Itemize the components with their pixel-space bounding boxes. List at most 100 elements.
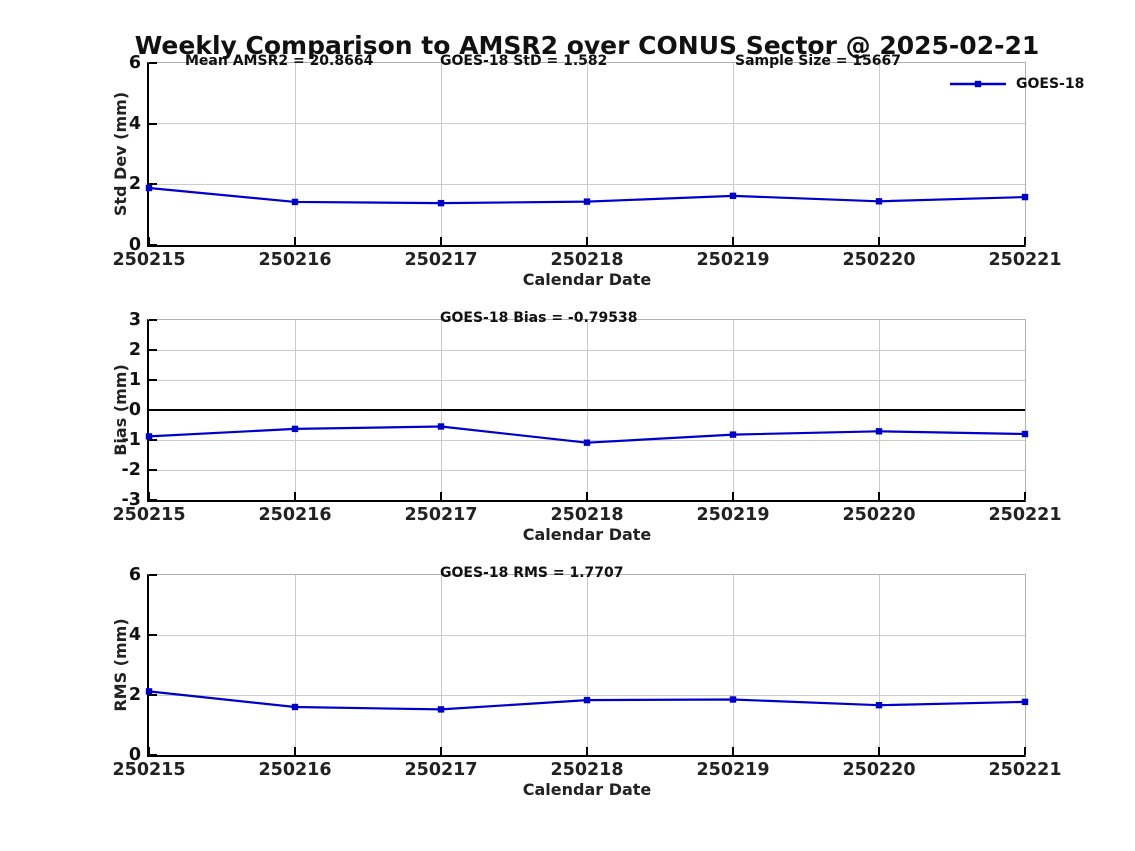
x-axis-tick: [732, 237, 734, 245]
y-axis-tick: [149, 409, 157, 411]
gridline-vertical: [440, 63, 442, 245]
rms-x-axis-label: Calendar Date: [522, 780, 652, 799]
stddev-x-axis-label: Calendar Date: [522, 270, 652, 289]
y-axis-tick: [149, 754, 157, 756]
x-tick-label: 250215: [112, 760, 186, 780]
x-axis-tick: [440, 492, 442, 500]
stat-annotation: GOES-18 RMS = 1.7707: [440, 565, 624, 581]
y-tick-label: 6: [128, 53, 141, 73]
data-point-marker: [437, 423, 445, 430]
y-axis-tick: [149, 379, 157, 381]
data-point-marker: [437, 706, 445, 713]
stddev-plot-area: GOES-18 0 2 4 6 250215 250216 250217 250218 2502…: [112, 53, 1084, 270]
y-axis-tick: [149, 499, 157, 501]
stddev-y-axis-label: Std Dev (mm): [111, 91, 130, 217]
y-tick-label: 4: [128, 625, 141, 645]
bias-x-axis-label: Calendar Date: [522, 525, 652, 544]
data-point-marker: [729, 192, 737, 200]
x-axis-tick: [294, 237, 296, 245]
x-tick-label: 250221: [988, 250, 1062, 270]
data-point-marker: [875, 428, 883, 435]
y-axis-tick: [149, 122, 157, 125]
x-axis-tick: [878, 747, 880, 755]
gridline-vertical: [732, 575, 734, 755]
y-axis-tick: [149, 319, 157, 321]
data-point-marker: [145, 184, 153, 192]
y-tick-label: 2: [128, 340, 141, 360]
rms-plot-area: 0 2 4 6 250215 250216 250217 250218 250219 250220…: [112, 565, 1061, 780]
y-axis-tick: [149, 62, 157, 64]
x-tick-label: 250216: [258, 760, 332, 780]
x-tick-label: 250218: [550, 250, 624, 270]
stddev-line-layer: [145, 184, 1029, 207]
rms-line-layer: [145, 688, 1029, 713]
data-point-marker: [875, 198, 883, 205]
data-point-marker: [145, 688, 153, 695]
x-tick-label: 250219: [696, 505, 770, 525]
gridline-horizontal: [149, 634, 1025, 636]
stat-annotation: Mean AMSR2 = 20.8664: [185, 53, 374, 69]
x-axis-tick: [878, 237, 880, 245]
y-tick-label: -2: [121, 460, 141, 480]
x-tick-label: 250219: [696, 760, 770, 780]
gridline-vertical: [294, 575, 296, 755]
data-point-marker: [1021, 430, 1029, 438]
gridline-vertical: [878, 575, 880, 755]
x-tick-label: 250220: [842, 760, 916, 780]
y-axis-tick: [149, 694, 157, 696]
rms-y-axis-label: RMS (mm): [111, 618, 130, 712]
x-axis-tick: [148, 747, 150, 755]
data-point-marker: [437, 199, 445, 207]
data-point-marker: [1021, 698, 1029, 706]
x-tick-label: 250216: [258, 505, 332, 525]
bias-y-axis-label: Bias (mm): [111, 364, 130, 456]
x-axis-tick: [1024, 492, 1026, 500]
y-axis-tick: [149, 183, 157, 186]
x-axis-tick: [440, 237, 442, 245]
x-tick-label: 250220: [842, 250, 916, 270]
x-axis-tick: [294, 747, 296, 755]
data-point-marker: [729, 696, 737, 703]
x-tick-label: 250216: [258, 250, 332, 270]
x-tick-label: 250220: [842, 505, 916, 525]
data-point-marker: [583, 198, 591, 205]
y-axis-tick: [149, 574, 157, 576]
zero-line: [149, 409, 1025, 411]
legend-label: GOES-18: [1016, 76, 1085, 92]
data-point-marker: [1021, 193, 1029, 201]
x-tick-label: 250217: [404, 760, 478, 780]
x-axis-tick: [732, 492, 734, 500]
data-point-marker: [583, 439, 591, 446]
legend-line-sample-icon: [950, 80, 1006, 88]
y-tick-label: 1: [128, 370, 141, 390]
x-tick-label: 250218: [550, 505, 624, 525]
x-axis-tick: [294, 492, 296, 500]
x-axis-tick: [586, 747, 588, 755]
stat-annotation: GOES-18 StD = 1.582: [440, 53, 608, 69]
gridline-horizontal: [149, 469, 1025, 471]
data-point-marker: [145, 433, 153, 440]
x-axis-tick: [586, 492, 588, 500]
gridline-horizontal: [149, 349, 1025, 351]
y-tick-label: 2: [128, 174, 141, 195]
x-tick-label: 250218: [550, 760, 624, 780]
gridline-horizontal: [149, 183, 1025, 185]
stat-annotation: GOES-18 Bias = -0.79538: [440, 310, 638, 326]
x-axis-tick: [878, 492, 880, 500]
x-axis-tick: [732, 747, 734, 755]
x-tick-label: 250221: [988, 760, 1062, 780]
x-tick-label: 250217: [404, 250, 478, 270]
x-tick-label: 250215: [112, 250, 186, 270]
data-point-marker: [291, 425, 299, 433]
y-axis-tick: [149, 634, 157, 636]
stat-annotation: Sample Size = 15667: [735, 53, 902, 69]
y-axis-tick: [149, 244, 157, 246]
data-point-marker: [291, 198, 299, 206]
y-tick-label: 6: [128, 565, 141, 585]
y-axis-tick: [149, 439, 157, 441]
data-point-marker: [875, 702, 883, 709]
y-tick-label: -3: [121, 490, 141, 510]
x-axis-tick: [440, 747, 442, 755]
gridline-vertical: [440, 575, 442, 755]
